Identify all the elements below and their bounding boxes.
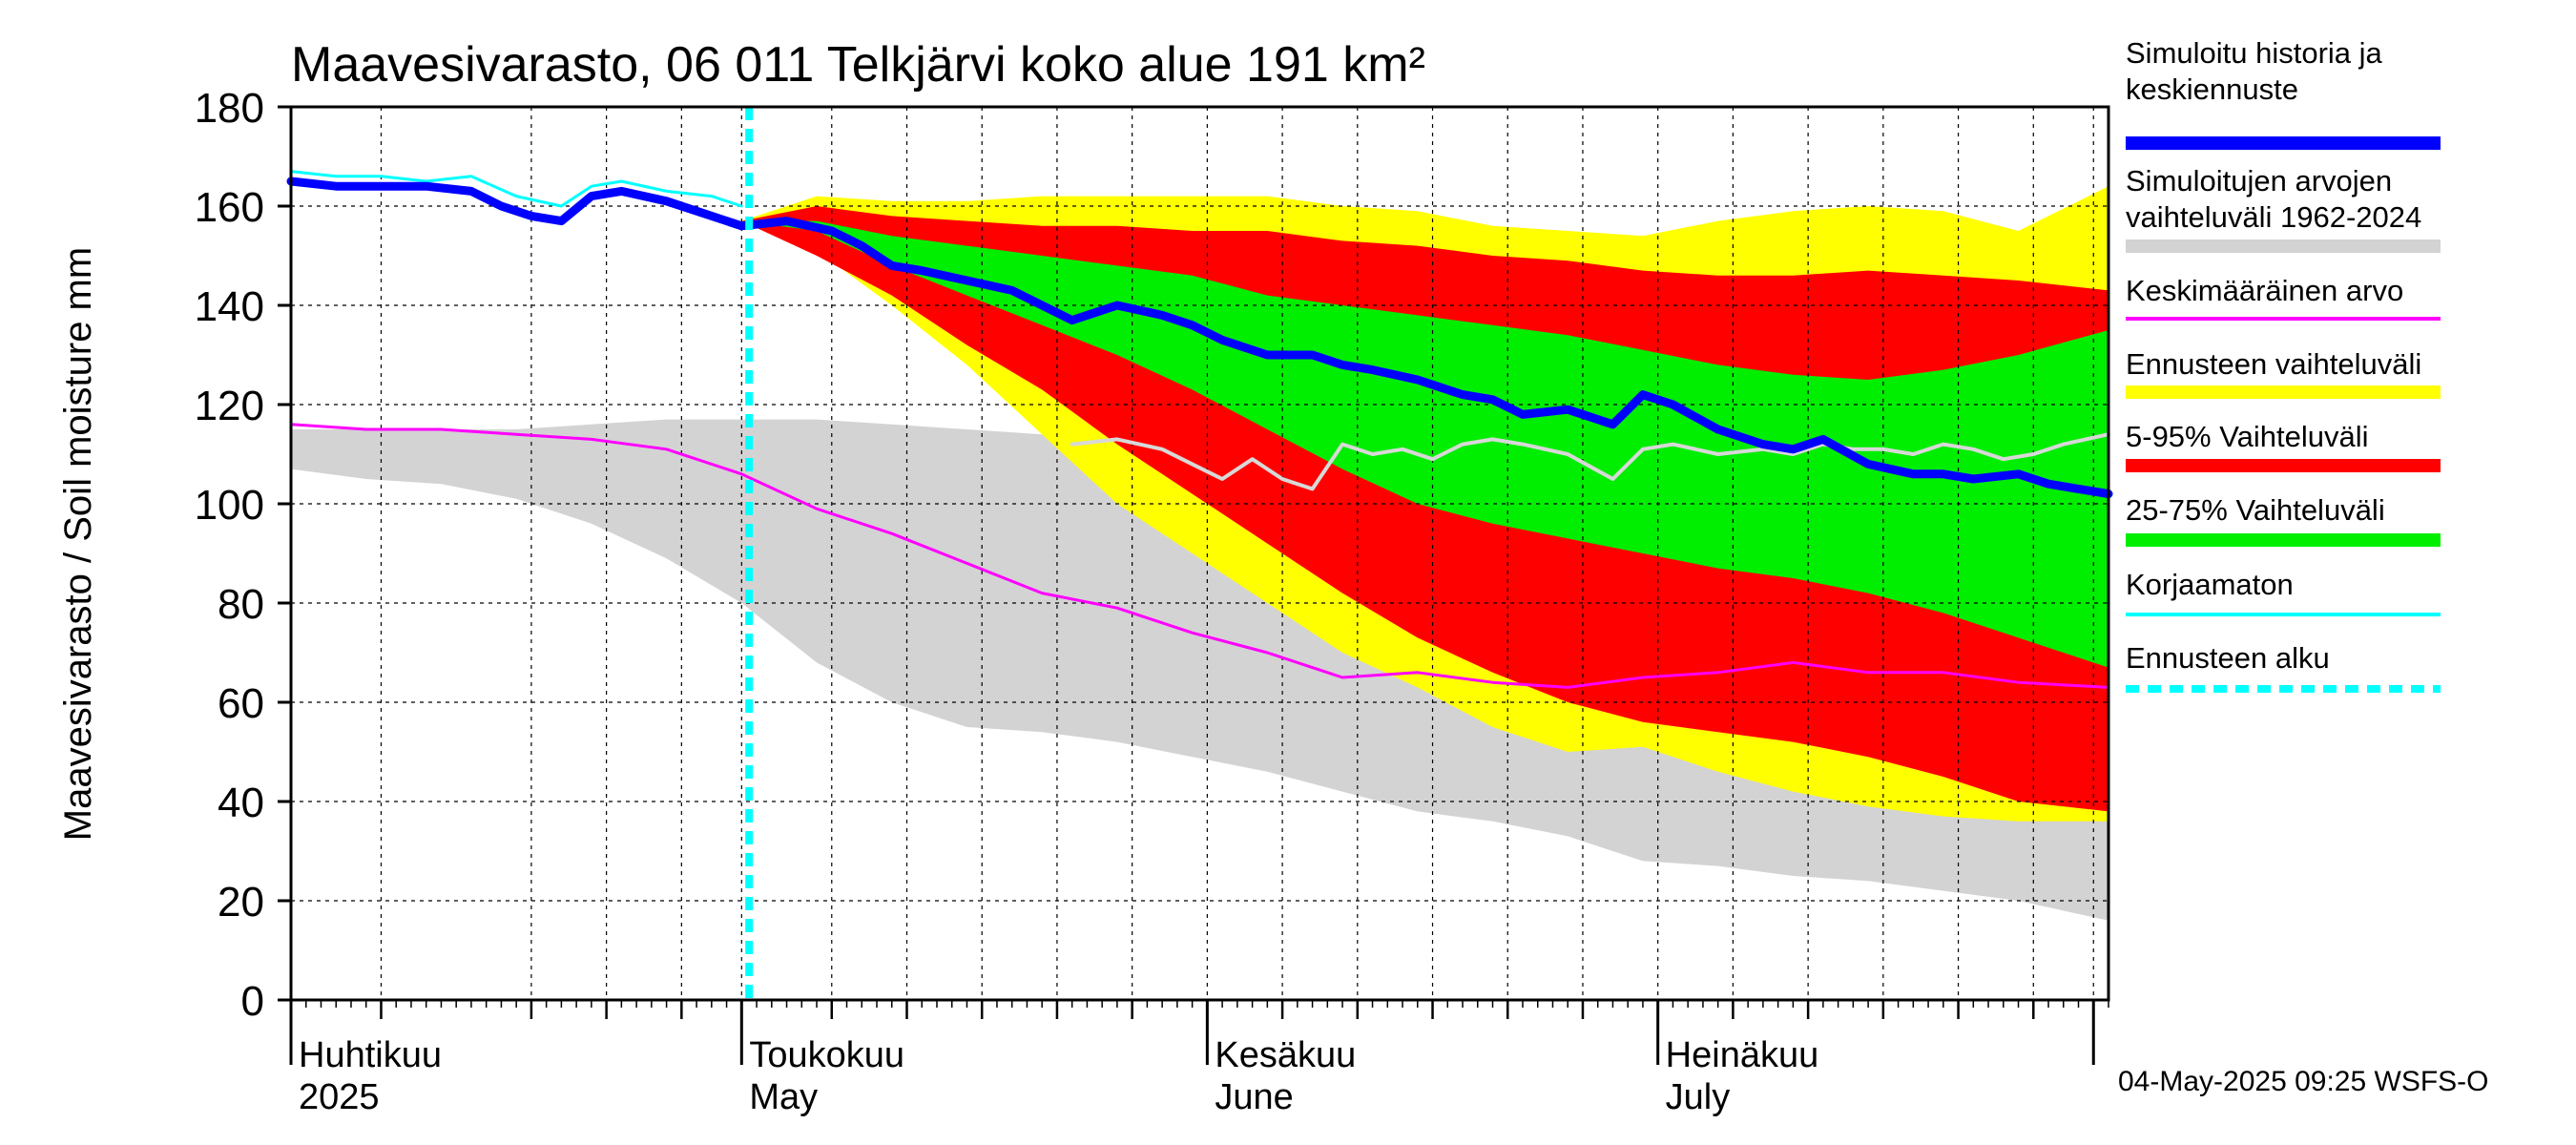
line-keskim-r-inen-arvo — [289, 423, 2110, 689]
chart-title: Maavesivarasto, 06 011 Telkjärvi koko al… — [291, 37, 1425, 93]
legend-label-simuloitu-historia-ja-keskiennuste: Simuloitu historia ja keskiennuste — [2126, 36, 2383, 106]
legend-label-ennusteen-vaihteluv-li: Ennusteen vaihteluväli — [2126, 347, 2421, 381]
y-tick-label-60: 60 — [218, 680, 264, 727]
month-label-kes-kuu: Kesäkuu — [1215, 1035, 1356, 1075]
band-25-75-vaihteluv-li — [741, 220, 2109, 668]
line-simuloitu-historia-ja-keskiennuste — [286, 177, 2113, 499]
month-label-huhtikuu: Huhtikuu — [299, 1035, 442, 1075]
legend-label-ennusteen-alku: Ennusteen alku — [2126, 641, 2330, 675]
legend-label-simuloitujen-arvojen-vaihteluv-li-1962-2024: Simuloitujen arvojen vaihteluväli 1962-20… — [2126, 164, 2421, 234]
y-axis-label: Maavesivarasto / Soil moisture mm — [57, 247, 99, 841]
month-label-toukokuu: Toukokuu — [749, 1035, 904, 1075]
y-tick-label-100: 100 — [195, 482, 264, 529]
y-tick-label-0: 0 — [241, 978, 264, 1025]
line-layer — [286, 107, 2113, 1000]
y-tick-label-180: 180 — [195, 85, 264, 132]
timestamp-footer: 04-May-2025 09:25 WSFS-O — [2118, 1066, 2489, 1097]
y-tick-label-40: 40 — [218, 780, 264, 826]
line-median-forecast-unlabelled — [1070, 432, 2110, 491]
legend-label-keskim-r-inen-arvo: Keskimääräinen arvo — [2126, 274, 2403, 307]
month-label-hein-kuu: Heinäkuu — [1666, 1035, 1819, 1075]
y-tick-label-160: 160 — [195, 184, 264, 231]
month-sublabel-june: June — [1215, 1077, 1293, 1117]
legend: Simuloitu historia ja keskiennuste Simuloi… — [2126, 36, 2441, 693]
legend-label-5-95-vaihteluv-li: 5-95% Vaihteluväli — [2126, 420, 2368, 453]
month-sublabel-july: July — [1666, 1077, 1731, 1117]
y-tick-label-80: 80 — [218, 581, 264, 628]
y-tick-label-140: 140 — [195, 283, 264, 330]
y-tick-label-20: 20 — [218, 879, 264, 926]
plot-frame — [289, 105, 2110, 1002]
y-tick-label-120: 120 — [195, 383, 264, 429]
line-korjaamaton — [289, 170, 743, 208]
month-sublabel-2025: 2025 — [299, 1077, 380, 1117]
legend-label-korjaamaton: Korjaamaton — [2126, 568, 2294, 601]
grid-layer — [290, 106, 2109, 1001]
band-5-95-vaihteluv-li — [741, 206, 2109, 812]
legend-label-25-75-vaihteluv-li: 25-75% Vaihteluväli — [2126, 493, 2385, 527]
month-sublabel-may: May — [749, 1077, 818, 1117]
